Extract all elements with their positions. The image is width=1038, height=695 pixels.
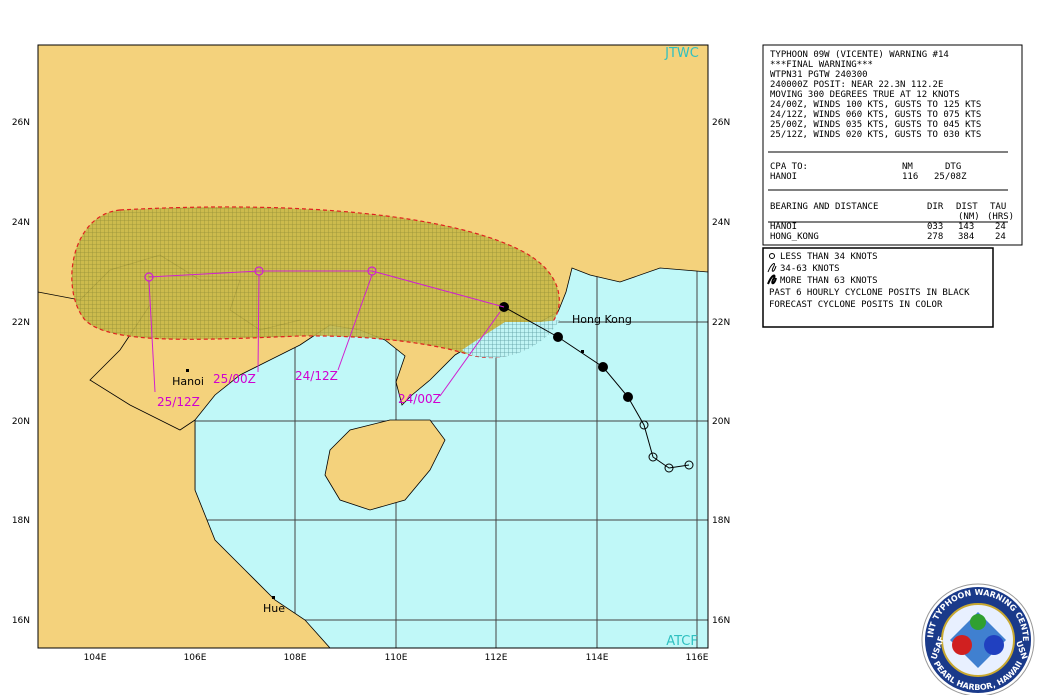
warning-line: MOVING 300 DEGREES TRUE AT 12 KNOTS [770, 90, 960, 100]
forecast-label: 24/12Z [295, 369, 338, 383]
weak-positions [639, 420, 694, 473]
lat-label: 24N [712, 218, 730, 228]
cpa-cell: 25/08Z [934, 172, 967, 182]
legend-line: PAST 6 HOURLY CYCLONE POSITS IN BLACK [769, 288, 970, 298]
forecast-label: 25/12Z [157, 395, 200, 409]
warning-panel [762, 44, 1023, 246]
map-frame [37, 44, 709, 649]
forecast-label: 24/00Z [398, 392, 441, 406]
legend-line: FORECAST CYCLONE POSITS IN COLOR [769, 300, 943, 310]
lat-label: 24N [12, 218, 30, 228]
hanoi-dot [186, 369, 189, 372]
bearing-header: BEARING AND DISTANCE [770, 202, 878, 212]
lat-label: 18N [712, 516, 730, 526]
forecast-label: 25/00Z [213, 372, 256, 386]
warning-line: 24/12Z, WINDS 060 KTS, GUSTS TO 075 KTS [770, 110, 981, 120]
bearing-cell: HANOI [770, 222, 797, 232]
legend-line: 34-63 KNOTS [780, 264, 840, 274]
bearing-cell: 24 [995, 232, 1006, 242]
warning-line: 24/00Z, WINDS 100 KTS, GUSTS TO 125 KTS [770, 100, 981, 110]
cpa-header: CPA TO: [770, 162, 808, 172]
city-label: Hue [263, 602, 285, 615]
lat-label: 18N [12, 516, 30, 526]
cpa-cell: 116 [902, 172, 918, 182]
bearing-cell: 033 [927, 222, 943, 232]
lon-label: 114E [586, 653, 609, 663]
warning-line: 240000Z POSIT: NEAR 22.3N 112.2E [770, 80, 943, 90]
cpa-header: NM [902, 162, 913, 172]
warning-line: ***FINAL WARNING*** [770, 60, 873, 70]
legend-text: LESS THAN 34 KNOTS 34-63 KNOTS MORE THAN 6… [769, 252, 970, 310]
lon-label: 110E [385, 653, 408, 663]
lat-label: 16N [12, 616, 30, 626]
warning-line: 25/12Z, WINDS 020 KTS, GUSTS TO 030 KTS [770, 130, 981, 140]
forecast-leaders [148, 274, 501, 397]
warning-line: TYPHOON 09W (VICENTE) WARNING #14 [770, 50, 949, 60]
bearing-header: TAU [990, 202, 1006, 212]
city-label: Hong Kong [572, 313, 632, 326]
lat-label: 22N [12, 318, 30, 328]
bearing-cell: HONG_KONG [770, 232, 819, 242]
forecast-track [148, 270, 505, 308]
lat-label: 22N [712, 318, 730, 328]
lat-label: 26N [12, 118, 30, 128]
bearing-cell: 24 [995, 222, 1006, 232]
bearing-subheader: (HRS) [987, 212, 1014, 222]
hainan-island [324, 419, 446, 511]
cpa-header: DTG [945, 162, 961, 172]
jtwc-label: JTWC [664, 46, 699, 61]
lat-label: 20N [12, 417, 30, 427]
lon-label: 116E [686, 653, 709, 663]
warning-text: TYPHOON 09W (VICENTE) WARNING #14***FINA… [770, 50, 981, 140]
legend-panel [762, 247, 994, 328]
atcf-label: ATCF [666, 634, 698, 649]
lat-label: 26N [712, 118, 730, 128]
past-track [503, 306, 690, 469]
bearing-header: DIR [927, 202, 944, 212]
bearing-cell: 278 [927, 232, 943, 242]
map [38, 45, 708, 648]
lon-label: 104E [84, 653, 107, 663]
land [38, 45, 708, 648]
warning-line: WTPN31 PGTW 240300 [770, 70, 868, 80]
lon-label: 106E [184, 653, 207, 663]
warning-line: 25/00Z, WINDS 035 KTS, GUSTS TO 045 KTS [770, 120, 981, 130]
lon-label: 112E [485, 653, 508, 663]
bearing-subheader: (NM) [958, 212, 980, 222]
cpa-cell: HANOI [770, 172, 797, 182]
lat-lon-labels: 26N 26N 24N 24N 22N 22N 20N 20N 18N 18N 16N 16N 104E… [12, 118, 730, 663]
legend-symbols [767, 253, 777, 285]
danger-area-sea [462, 320, 560, 358]
city-label: Hanoi [172, 375, 204, 388]
bearing-rows: HANOI 033 143 24 HONG_KONG 278 384 24 [770, 222, 1006, 242]
lon-label: 108E [284, 653, 307, 663]
bearing-header: DIST [956, 202, 978, 212]
legend-line: MORE THAN 63 KNOTS [780, 276, 878, 286]
lat-label: 20N [712, 417, 730, 427]
bearing-cell: 143 [958, 222, 974, 232]
hue-dot [272, 596, 275, 599]
legend-line: LESS THAN 34 KNOTS [780, 252, 878, 262]
lat-label: 16N [712, 616, 730, 626]
bearing-cell: 384 [958, 232, 974, 242]
